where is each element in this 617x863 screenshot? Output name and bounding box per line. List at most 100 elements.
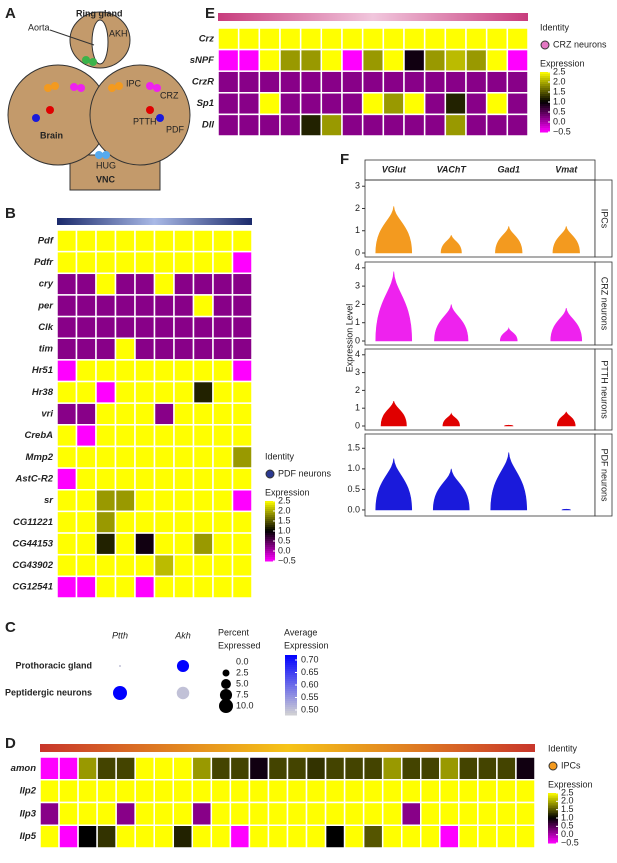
heat-cell [423, 48, 447, 72]
colorbar-step [265, 559, 275, 562]
heat-cell [477, 756, 498, 781]
colorbar-step [265, 513, 275, 516]
heat-cell [229, 801, 251, 826]
label: HUG [96, 160, 116, 170]
colorbar-step [548, 833, 558, 836]
heat-cell [465, 92, 488, 116]
heat-cell [58, 779, 79, 804]
heat-cell [444, 92, 467, 116]
heat-cell [153, 756, 175, 781]
heat-cell [134, 756, 155, 781]
identity-bar [40, 744, 535, 752]
heat-cell [324, 756, 346, 781]
colorbar-step [285, 693, 297, 696]
heat-cell [134, 337, 156, 361]
y-tick-label: 2 [355, 299, 360, 309]
heat-cell [173, 359, 195, 383]
heat-cell [114, 402, 136, 426]
colorbar-label: 1.0 [561, 812, 574, 822]
heat-cell [400, 756, 422, 781]
heat-cell [210, 801, 232, 826]
colorbar-label: −0.5 [278, 555, 296, 565]
gene-label: CG44153 [12, 538, 53, 549]
colorbar-step [540, 84, 550, 87]
heat-cell [485, 92, 509, 116]
heat-cell [114, 575, 136, 599]
legend-label: CRZ neurons [553, 39, 607, 49]
heat-cell [56, 575, 78, 599]
cell [102, 151, 110, 159]
colorbar-step [265, 521, 275, 524]
gene-label: Crz [199, 33, 215, 44]
heat-cell [362, 756, 384, 781]
heat-cell [212, 489, 234, 513]
heat-cell [403, 113, 426, 137]
colorbar-step [540, 90, 550, 93]
colorbar-step [548, 814, 558, 817]
heat-cell [75, 532, 97, 556]
heat-cell [77, 756, 98, 781]
colorbar-step [540, 82, 550, 85]
y-tick-label: 0 [355, 247, 360, 257]
y-tick-label: 0.0 [347, 504, 360, 514]
cell [46, 106, 54, 114]
colorbar-step [548, 801, 558, 804]
heat-cell [192, 510, 214, 534]
heat-cell [153, 575, 175, 599]
heat-cell [403, 92, 426, 116]
heat-cell [134, 779, 155, 804]
heat-cell [458, 824, 479, 849]
colorbar-step [548, 823, 558, 826]
colorbar-step [285, 703, 297, 706]
dot [119, 665, 121, 667]
heat-cell [299, 27, 323, 51]
heat-cell [172, 779, 194, 804]
heat-cell [212, 553, 234, 578]
heat-cell [212, 402, 234, 426]
size-label: 5.0 [236, 678, 249, 688]
heat-cell [267, 779, 289, 804]
y-tick-label: 2 [355, 203, 360, 213]
heat-cell [423, 70, 447, 94]
heat-cell [231, 359, 253, 383]
heat-cell [153, 779, 175, 804]
violin [434, 304, 469, 342]
colorbar-step [548, 804, 558, 807]
colorbar-label: 1.5 [553, 86, 566, 96]
colorbar-step [265, 547, 275, 550]
heat-cell [279, 27, 302, 51]
gene-label: amon [11, 763, 37, 774]
heat-cell [305, 756, 327, 781]
violin [442, 412, 460, 427]
heat-cell [172, 801, 194, 826]
heat-cell [458, 779, 479, 804]
heat-cell [341, 113, 364, 137]
heat-cell [153, 229, 175, 253]
heat-cell [56, 359, 78, 383]
label: CRZ [160, 90, 179, 100]
heat-cell [231, 553, 253, 578]
colorbar-step [540, 116, 550, 119]
colorbar-step [540, 80, 550, 83]
heat-cell [56, 380, 78, 404]
panel-label: F [340, 151, 349, 168]
heat-cell [114, 489, 136, 513]
heat-cell [96, 756, 117, 781]
strip [594, 261, 613, 346]
colorbar-step [285, 659, 297, 662]
heat-cell [56, 424, 78, 448]
colorbar-step [540, 94, 550, 97]
heat-cell [324, 824, 346, 849]
heat-cell [173, 467, 195, 491]
heat-cell [515, 779, 536, 804]
label: IPC [126, 78, 142, 88]
heat-cell [382, 70, 405, 94]
colorbar-step [540, 102, 550, 105]
colorbar-step [540, 76, 550, 79]
heat-cell [39, 756, 60, 781]
gene-label: CG12541 [12, 582, 53, 593]
colorbar-step [548, 829, 558, 832]
heat-cell [153, 380, 175, 404]
colorbar-label: 1.5 [561, 804, 574, 814]
